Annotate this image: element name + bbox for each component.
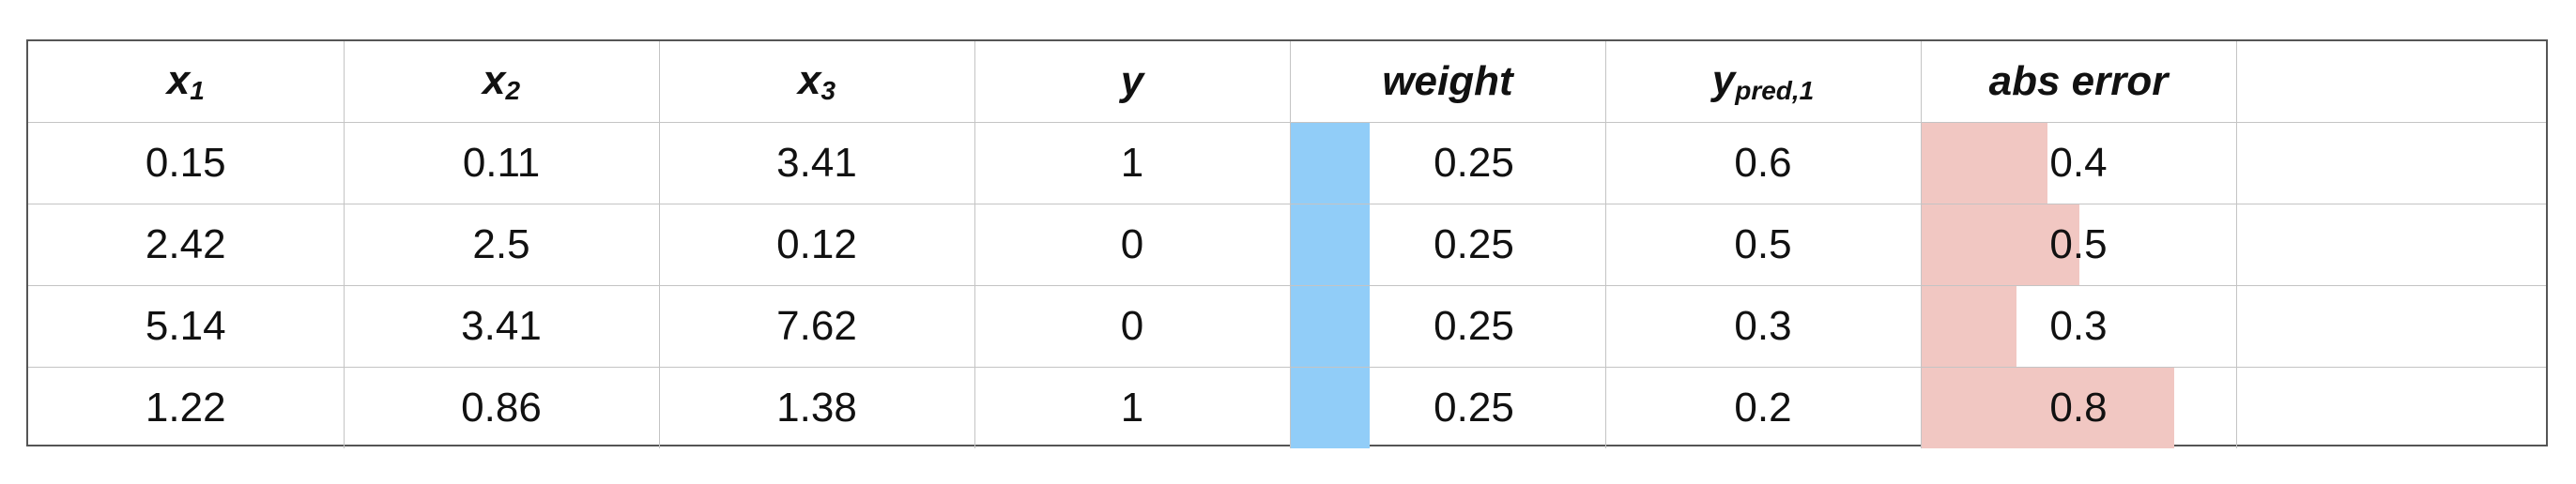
cell-empty [2235,204,2546,286]
cell-empty [2235,367,2546,448]
cell-empty [2235,122,2546,204]
cell-value: 5.14 [145,303,226,349]
header-x2: x2 [343,41,659,123]
cell-x2: 0.11 [343,122,659,204]
cell-weight: 0.25 [1289,367,1605,448]
cell-ypred: 0.2 [1604,367,1921,448]
cell-y: 1 [974,367,1290,448]
table-row: 0.15 0.11 3.41 1 0.25 0.6 0.4 [28,122,2546,204]
cell-value: 0.15 [145,140,226,186]
cell-value: 0.3 [2049,303,2108,349]
cell-value: 1 [1120,385,1144,431]
cell-x1: 2.42 [28,204,344,286]
header-weight: weight [1289,41,1605,123]
cell-abs-error: 0.3 [1920,285,2236,368]
cell-x2: 2.5 [343,204,659,286]
table-row: 5.14 3.41 7.62 0 0.25 0.3 0.3 [28,285,2546,368]
cell-value: 2.5 [472,221,530,267]
cell-x3: 0.12 [658,204,974,286]
cell-weight: 0.25 [1289,122,1605,204]
header-row: x1 x2 x3 y weight ypred,1 abs error [28,41,2546,123]
cell-x1: 5.14 [28,285,344,368]
cell-y: 0 [974,204,1290,286]
cell-x3: 3.41 [658,122,974,204]
cell-x2: 3.41 [343,285,659,368]
cell-x2: 0.86 [343,367,659,448]
cell-value: 0.86 [461,385,542,431]
cell-value: 0.25 [1434,303,1514,349]
cell-value: 3.41 [461,303,542,349]
cell-abs-error: 0.8 [1920,367,2236,448]
cell-value: 0.25 [1434,221,1514,267]
cell-value: 0.3 [1734,303,1792,349]
cell-value: 3.41 [776,140,857,186]
cell-abs-error: 0.5 [1920,204,2236,286]
weight-bar [1291,286,1370,367]
error-bar [1922,204,2079,285]
data-table: x1 x2 x3 y weight ypred,1 abs error 0.15… [28,41,2546,448]
error-bar [1922,286,2016,367]
cell-x1: 1.22 [28,367,344,448]
cell-ypred: 0.5 [1604,204,1921,286]
weight-bar [1291,123,1370,204]
cell-ypred: 0.6 [1604,122,1921,204]
cell-y: 0 [974,285,1290,368]
cell-value: 1 [1120,140,1144,186]
cell-value: 0.2 [1734,385,1792,431]
cell-empty [2235,285,2546,368]
cell-value: 0.4 [2049,140,2108,186]
cell-value: 0.25 [1434,140,1514,186]
error-bar [1922,368,2174,448]
cell-weight: 0.25 [1289,204,1605,286]
cell-y: 1 [974,122,1290,204]
header-y: y [974,41,1290,123]
cell-ypred: 0.3 [1604,285,1921,368]
header-empty [2235,41,2546,123]
header-x1: x1 [166,57,205,105]
cell-value: 0.12 [776,221,857,267]
cell-value: 2.42 [145,221,226,267]
error-bar [1922,123,2047,204]
cell-value: 0.5 [2049,221,2108,267]
cell-weight: 0.25 [1289,285,1605,368]
cell-value: 0 [1120,221,1144,267]
cell-value: 0.6 [1734,140,1792,186]
cell-x3: 7.62 [658,285,974,368]
cell-x1: 0.15 [28,122,344,204]
cell-value: 0.25 [1434,385,1514,431]
cell-value: 0.8 [2049,385,2108,431]
header-abs-error: abs error [1920,41,2236,123]
cell-value: 1.38 [776,385,857,431]
cell-value: 0.5 [1734,221,1792,267]
cell-value: 0.11 [462,140,541,186]
cell-value: 7.62 [776,303,857,349]
header-ypred: ypred,1 [1604,41,1921,123]
cell-value: 1.22 [145,385,226,431]
cell-x3: 1.38 [658,367,974,448]
table-row: 2.42 2.5 0.12 0 0.25 0.5 0.5 [28,204,2546,286]
data-table-container: x1 x2 x3 y weight ypred,1 abs error 0.15… [26,39,2548,448]
table-row: 1.22 0.86 1.38 1 0.25 0.2 0.8 [28,367,2546,448]
cell-abs-error: 0.4 [1920,122,2236,204]
weight-bar [1291,204,1370,285]
cell-value: 0 [1120,303,1144,349]
weight-bar [1291,368,1370,448]
header-x3: x3 [658,41,974,123]
